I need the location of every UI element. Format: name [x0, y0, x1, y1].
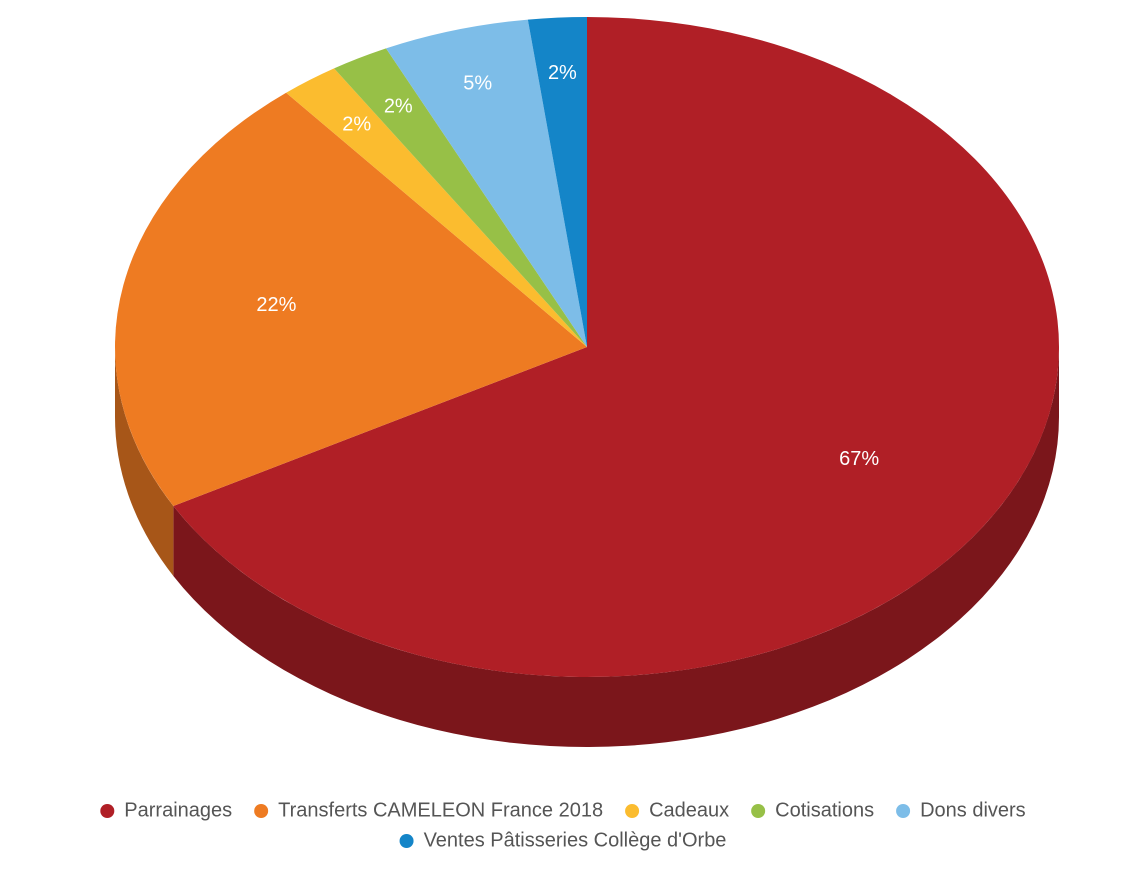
slice	[334, 48, 587, 347]
legend-label: Cotisations	[775, 799, 874, 821]
slice-side	[173, 347, 1059, 747]
legend-label: Ventes Pâtisseries Collège d'Orbe	[424, 829, 727, 851]
slice-side	[115, 347, 174, 576]
value-label: 2%	[342, 114, 371, 136]
legend-label: Transferts CAMELEON France 2018	[278, 799, 603, 821]
value-label: 2%	[384, 95, 413, 117]
slice	[386, 19, 587, 348]
legend-label: Parrainages	[124, 799, 232, 821]
legend-marker	[896, 804, 911, 818]
legend-marker	[751, 804, 766, 818]
value-label: 5%	[463, 72, 492, 94]
legend-marker	[399, 834, 414, 848]
legend-marker	[100, 804, 115, 818]
slice	[286, 68, 587, 347]
legend-marker	[625, 804, 640, 818]
legend-label: Cadeaux	[649, 799, 729, 821]
legend-label: Dons divers	[920, 799, 1026, 821]
value-label: 67%	[839, 448, 879, 470]
slice	[527, 17, 587, 347]
slice	[115, 92, 588, 506]
value-label: 2%	[548, 62, 577, 84]
value-label: 22%	[256, 294, 296, 316]
legend-marker	[254, 804, 269, 818]
slice	[173, 17, 1059, 677]
